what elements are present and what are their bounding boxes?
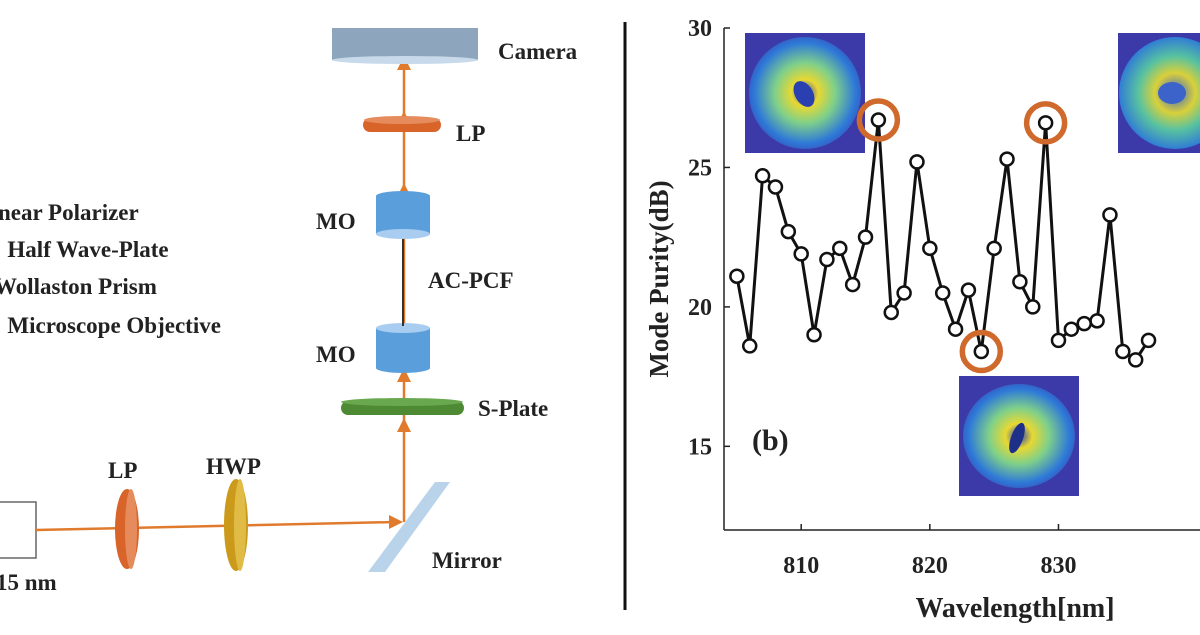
plot-area (729, 98, 1157, 374)
camera-label: Camera (498, 39, 578, 64)
data-point (1140, 332, 1157, 349)
mo-bottom-label: MO (316, 342, 356, 367)
x-tick-label: 820 (912, 553, 948, 579)
lp-bottom-label: LP (108, 458, 137, 483)
lp-top-face (364, 116, 440, 124)
highlight-ring (1023, 101, 1068, 145)
data-point (986, 240, 1002, 257)
data-point (896, 285, 912, 301)
data-point (1012, 274, 1028, 290)
x-tick-label: 830 (1040, 553, 1076, 579)
data-point (806, 327, 822, 343)
lp-bottom-plate-face (125, 489, 137, 569)
data-point (1050, 332, 1067, 349)
data-point (1089, 313, 1105, 329)
data-point (934, 285, 951, 301)
mo-top-base (376, 229, 430, 239)
data-point (909, 154, 925, 170)
data-point (960, 282, 977, 298)
mo-top-objective (376, 196, 430, 234)
data-point (973, 343, 990, 360)
beam-arrow-1 (397, 418, 411, 432)
hwp-label: HWP (206, 454, 261, 479)
data-point (819, 251, 835, 268)
mirror-label: Mirror (432, 548, 502, 573)
mo-bottom-objective (376, 328, 430, 368)
data-point (1037, 115, 1054, 131)
s-plate-top (341, 398, 463, 406)
beam-arrowhead-right (389, 515, 403, 529)
y-tick-label: 20 (688, 295, 712, 321)
mode-image-816 (745, 33, 865, 153)
data-point (1076, 315, 1092, 332)
legend-line-4: : Microscope Objective (0, 313, 221, 338)
x-tick-label: 810 (783, 553, 819, 579)
mode-image-824 (959, 376, 1079, 496)
legend-line-1: near Polarizer (0, 200, 139, 225)
data-point (1127, 352, 1144, 368)
data-point (999, 151, 1015, 167)
lp-top-label: LP (456, 121, 485, 146)
highlight-ring (856, 98, 901, 142)
hwp-plate-face (234, 479, 246, 571)
highlight-ring (959, 329, 1004, 374)
y-tick-label: 30 (688, 16, 712, 42)
panel-label: (b) (752, 424, 789, 457)
data-point (729, 268, 745, 284)
beam-arrow-2 (397, 368, 411, 382)
data-point (793, 246, 809, 262)
beam-horizontal (35, 520, 397, 532)
data-point (844, 276, 861, 293)
mo-top-label: MO (316, 209, 356, 234)
laser-source-box (0, 501, 37, 559)
fiber-label: AC-PCF (428, 268, 514, 293)
y-tick-label: 25 (688, 155, 712, 181)
axis-ticks: 810 820 830 15 20 25 30 (688, 16, 1076, 579)
data-point (883, 304, 899, 321)
mo-top-top (376, 191, 430, 201)
source-label: 15 nm (0, 570, 57, 595)
data-point (857, 229, 874, 245)
legend-line-3: Wollaston Prism (0, 274, 157, 299)
data-point (870, 112, 887, 128)
camera (332, 28, 478, 60)
chart-panel: 810 820 830 15 20 25 30 Mode Purity(dB) Wavele… (644, 16, 1200, 624)
data-point (754, 168, 771, 184)
data-point (1063, 321, 1080, 337)
data-point (922, 240, 938, 257)
legend-line-2: : Half Wave-Plate (0, 237, 169, 262)
y-axis-label: Mode Purity(dB) (644, 180, 674, 377)
data-point (780, 223, 797, 240)
x-axis-label: Wavelength[nm] (915, 593, 1114, 624)
camera-lens (332, 56, 478, 64)
data-point (947, 321, 964, 337)
data-point (1025, 299, 1041, 315)
data-point (1115, 343, 1131, 360)
y-tick-label: 15 (688, 434, 712, 460)
data-point (741, 338, 758, 354)
mo-bottom-base (376, 363, 430, 373)
s-plate-label: S-Plate (478, 396, 548, 421)
mo-bottom-top (376, 323, 430, 333)
mirror (368, 482, 450, 572)
data-point (767, 179, 784, 195)
data-point (1102, 207, 1118, 223)
mode-image-829 (1118, 33, 1200, 153)
data-point (832, 240, 848, 257)
setup-panel: near Polarizer : Half Wave-Plate Wollast… (0, 28, 578, 595)
